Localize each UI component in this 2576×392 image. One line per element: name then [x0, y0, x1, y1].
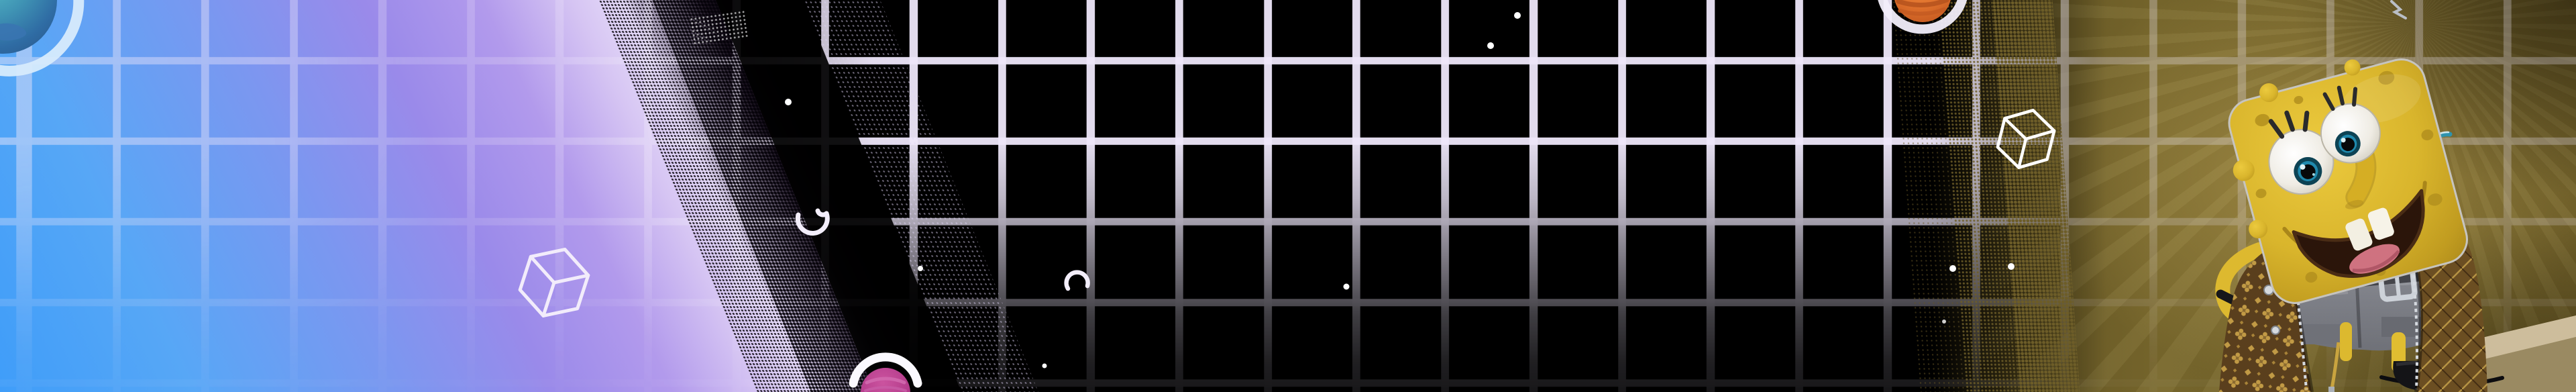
- spongebob-character: [2215, 58, 2576, 392]
- spongebob-head: [2228, 58, 2468, 304]
- teal-planet: [0, 0, 85, 77]
- zipper-tip: [2328, 387, 2334, 392]
- c-squiggle: [1064, 270, 1090, 291]
- teeth: [2345, 207, 2394, 251]
- silver-shard: [2390, 0, 2407, 19]
- wireframe-cube-left: [518, 248, 590, 317]
- orange-planet: [1878, 0, 1968, 34]
- eyes: [2268, 85, 2381, 195]
- eyelashes: [2268, 85, 2358, 139]
- iris-left: [2294, 156, 2322, 185]
- wireframe-cube-right: [1996, 109, 2056, 169]
- magenta-planet: [849, 352, 922, 392]
- iris-right: [2334, 131, 2361, 157]
- stud: [2271, 326, 2280, 335]
- sponge-pores: [2255, 70, 2443, 283]
- smile-squiggle: [795, 208, 830, 236]
- mouth: [2292, 189, 2425, 278]
- sparkle-dots: [785, 12, 2015, 369]
- tongue: [2349, 244, 2400, 274]
- zipper-cord: [2330, 342, 2341, 390]
